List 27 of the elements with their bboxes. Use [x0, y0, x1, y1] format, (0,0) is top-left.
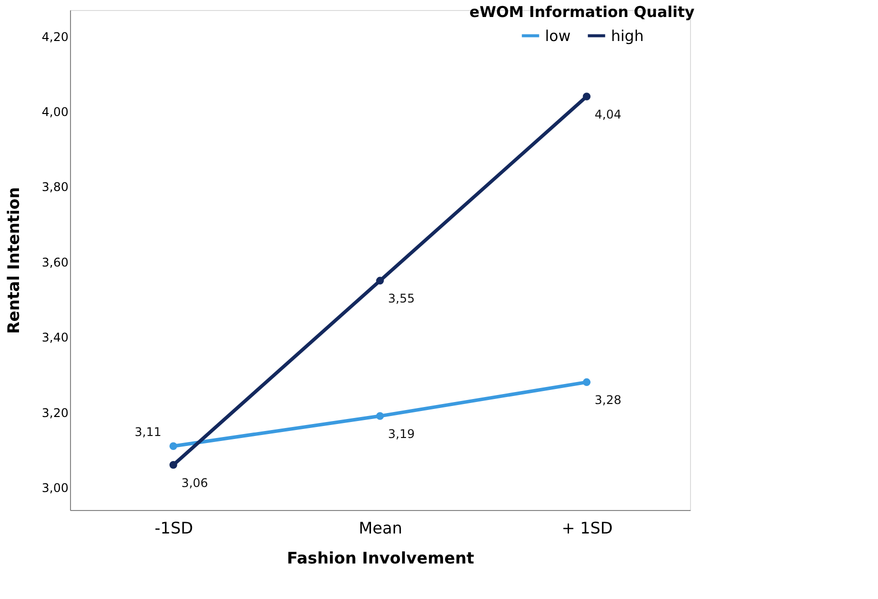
x-tick-label: -1SD — [154, 518, 194, 538]
point — [169, 442, 178, 450]
x-axis-title: Fashion Involvement — [286, 548, 474, 568]
legend-label: low — [545, 26, 571, 45]
x-tick-label: + 1SD — [562, 518, 613, 538]
y-tick-label: 4,20 — [42, 30, 68, 44]
y-tick-label: 3,40 — [42, 330, 68, 345]
data-label: 3,06 — [181, 476, 208, 490]
y-tick-label: 3,80 — [42, 180, 68, 194]
y-tick-label: 3,20 — [42, 406, 68, 420]
point — [582, 92, 591, 100]
data-label: 3,11 — [134, 425, 162, 440]
y-axis-title: Rental Intention — [4, 187, 23, 334]
y-tick-label: 3,60 — [42, 255, 68, 270]
data-label: 3,19 — [388, 427, 415, 442]
y-tick-label: 3,00 — [42, 480, 68, 495]
point — [376, 412, 384, 420]
point — [376, 276, 384, 285]
point — [582, 378, 591, 386]
y-tick-label: 4,00 — [42, 105, 68, 120]
x-tick-label: Mean — [358, 518, 402, 538]
legend-title: eWOM Information Quality — [469, 3, 695, 21]
legend-label: high — [611, 26, 644, 45]
data-label: 3,55 — [388, 292, 415, 306]
data-label: 4,04 — [594, 107, 622, 122]
data-label: 3,28 — [594, 393, 622, 408]
point — [169, 461, 178, 469]
